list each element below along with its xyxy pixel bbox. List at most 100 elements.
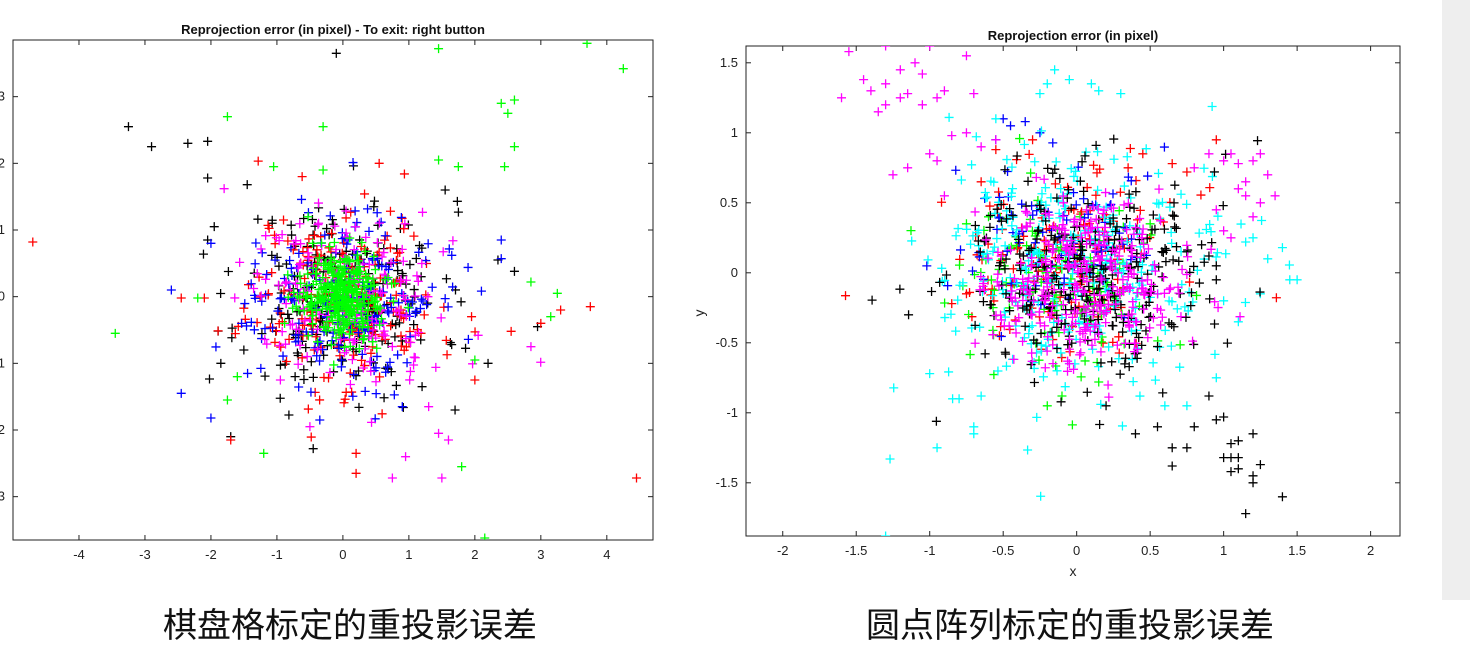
data-point (1219, 453, 1229, 463)
data-point (445, 338, 455, 348)
data-point (282, 356, 292, 366)
data-point (1007, 286, 1017, 296)
data-point (1169, 198, 1179, 208)
data-point (1079, 186, 1089, 196)
data-point (341, 228, 351, 238)
data-point (965, 350, 975, 360)
data-point (509, 95, 519, 105)
data-point (397, 213, 407, 223)
data-point (1010, 273, 1019, 283)
data-point (361, 272, 371, 282)
data-point (1075, 215, 1085, 225)
data-point (1079, 220, 1089, 230)
data-point (1019, 281, 1029, 291)
data-point (951, 165, 961, 175)
data-point (993, 269, 1003, 279)
data-point (953, 224, 963, 234)
data-point (405, 260, 415, 270)
data-point (1204, 149, 1214, 159)
data-point (357, 349, 367, 359)
data-point (379, 248, 389, 258)
data-point (292, 348, 302, 358)
data-point (385, 243, 395, 253)
data-point (961, 128, 971, 138)
data-point (369, 251, 379, 261)
data-point (1105, 219, 1115, 229)
data-point (206, 238, 216, 248)
data-point (396, 277, 406, 287)
data-point (1038, 227, 1048, 237)
data-point (1099, 205, 1109, 215)
data-point (297, 172, 307, 182)
data-point (992, 224, 1002, 234)
data-point (1047, 327, 1057, 337)
data-point (348, 391, 358, 401)
data-point (1094, 230, 1104, 240)
data-point (1167, 238, 1177, 248)
data-point (268, 323, 278, 333)
data-point (1082, 239, 1092, 249)
data-point (1000, 241, 1010, 251)
data-point (981, 193, 991, 203)
data-point (1031, 262, 1041, 272)
data-point (267, 250, 277, 260)
data-point (340, 254, 350, 264)
data-point (1030, 157, 1040, 167)
data-point (1029, 377, 1039, 387)
data-point (308, 263, 318, 273)
data-point (395, 310, 405, 320)
data-point (1118, 317, 1128, 327)
data-point (1064, 359, 1074, 369)
data-point (1211, 205, 1221, 215)
y-tick-label: -3 (0, 489, 5, 504)
data-point (1143, 171, 1153, 181)
data-point (971, 132, 981, 142)
data-point (970, 220, 980, 230)
data-point (285, 320, 295, 330)
data-point (1109, 154, 1119, 164)
data-point (443, 435, 453, 445)
data-point (1080, 323, 1090, 333)
data-point (470, 375, 480, 385)
data-point (1219, 412, 1229, 422)
data-point (335, 351, 345, 361)
data-point (1241, 237, 1251, 247)
data-point (242, 180, 252, 190)
data-point (396, 331, 406, 341)
data-point (409, 231, 419, 241)
data-point (322, 317, 332, 327)
data-point (463, 334, 473, 344)
data-point (1002, 155, 1012, 165)
data-point (372, 292, 382, 302)
data-point (1122, 282, 1132, 292)
data-point (1157, 247, 1167, 257)
data-point (935, 277, 945, 287)
data-point (970, 320, 980, 330)
data-point (1021, 206, 1031, 216)
data-point (1218, 201, 1228, 211)
data-point (1079, 303, 1089, 313)
data-point (1089, 278, 1099, 288)
data-point (1112, 340, 1122, 350)
data-point (986, 290, 996, 300)
data-point (1012, 225, 1022, 235)
data-point (267, 268, 277, 278)
data-point (1166, 341, 1176, 351)
data-point (969, 429, 979, 439)
data-point (1018, 295, 1028, 305)
data-point (1167, 297, 1177, 307)
data-point (277, 317, 287, 327)
data-point (1114, 206, 1124, 216)
data-point (1144, 297, 1154, 307)
data-point (1083, 227, 1093, 237)
data-point (330, 221, 340, 231)
data-point (992, 277, 1002, 287)
data-point (358, 335, 368, 345)
data-point (1181, 312, 1191, 322)
data-point (1094, 329, 1104, 339)
data-point (1138, 224, 1148, 234)
data-point (1064, 75, 1074, 85)
data-point (1041, 237, 1051, 247)
data-point (347, 286, 357, 296)
data-point (364, 226, 374, 236)
